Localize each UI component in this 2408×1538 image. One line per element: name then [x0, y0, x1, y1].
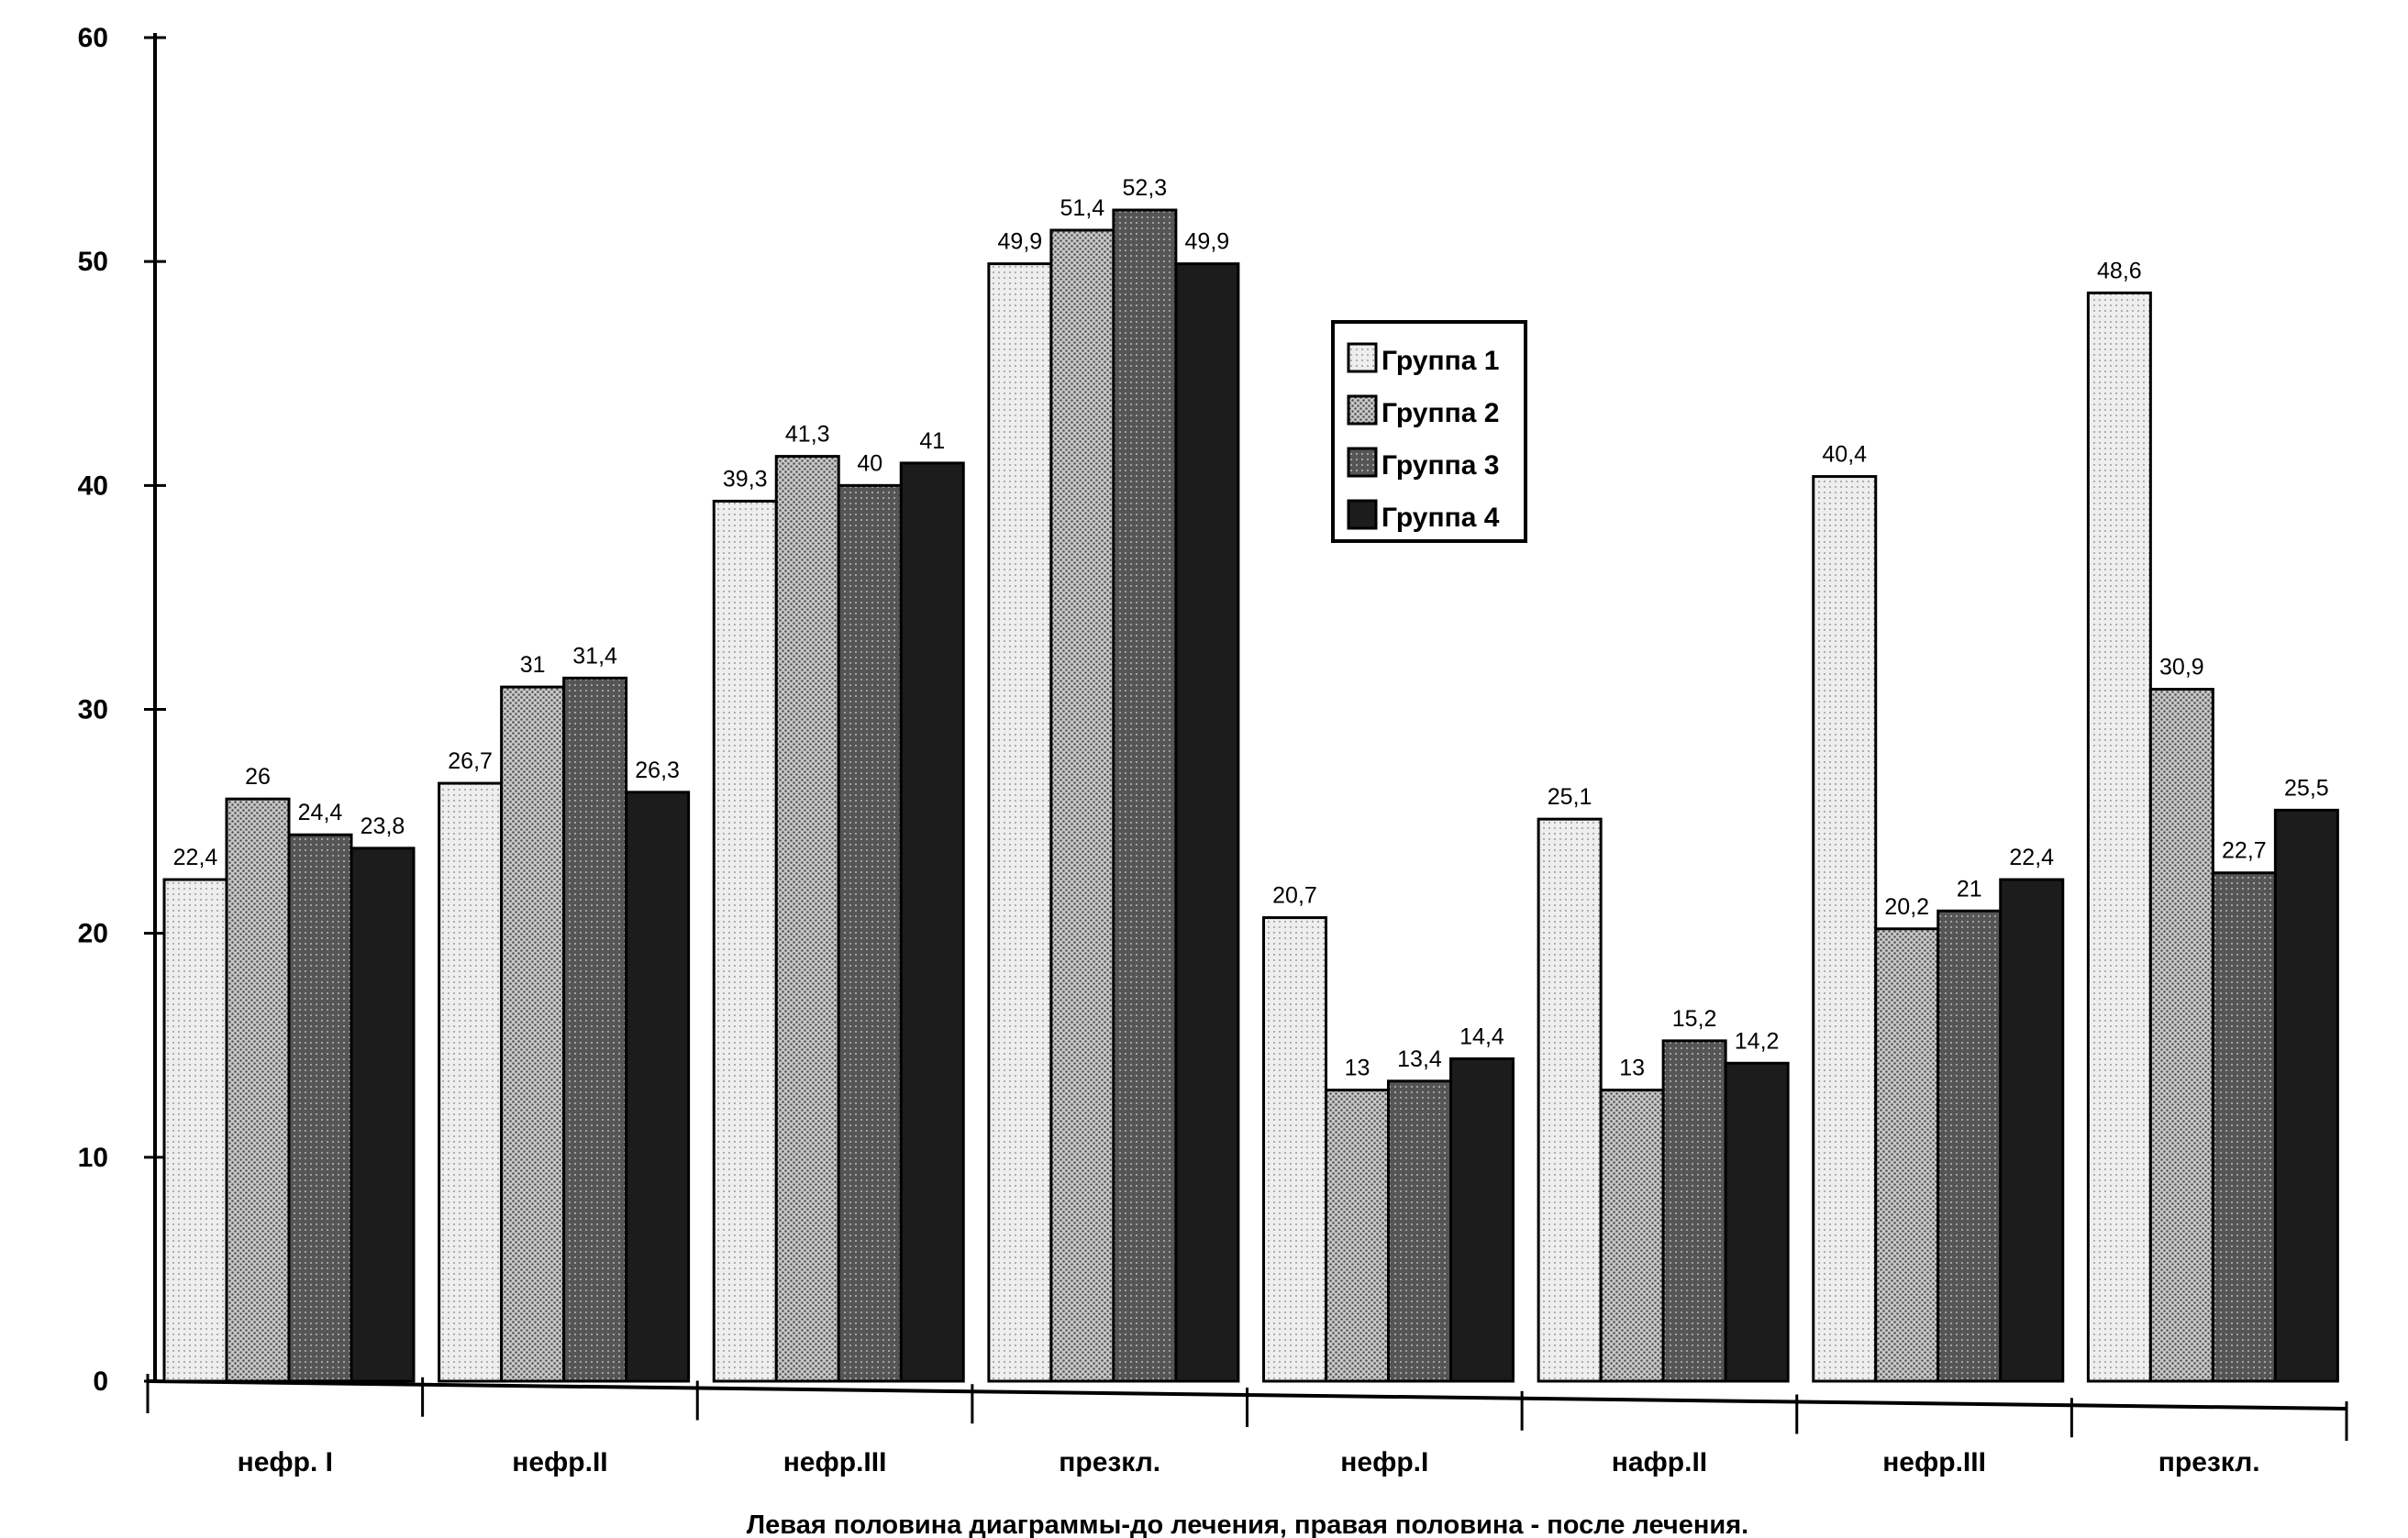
data-label: 23,8 — [361, 813, 405, 839]
bar-2 — [500, 685, 566, 1383]
x-category-label: нафр.II — [1612, 1447, 1707, 1477]
data-label: 26 — [245, 764, 271, 790]
bar-3 — [2211, 871, 2277, 1383]
data-label: 31 — [520, 652, 546, 678]
legend-label: Группа 1 — [1382, 346, 1499, 376]
data-label: 41 — [919, 428, 945, 454]
bar-2 — [2148, 688, 2214, 1383]
data-label: 25,5 — [2284, 775, 2329, 801]
data-label: 22,7 — [2222, 838, 2267, 864]
labels: 0 10 20 30 40 50 60 нефр. I 22,4 26 24,4 23,8 нефр.I… — [78, 23, 2329, 1477]
bar-3 — [1936, 909, 2003, 1383]
bar-4 — [2273, 808, 2339, 1383]
bar-2 — [1325, 1089, 1390, 1383]
bar-2 — [225, 797, 291, 1383]
axes — [144, 33, 2348, 1441]
data-label: 21 — [1957, 876, 1982, 902]
y-tick-label: 60 — [78, 23, 108, 53]
legend-swatch-3 — [1347, 447, 1378, 478]
x-category-label: нефр.III — [1882, 1447, 1986, 1477]
bar-3 — [562, 676, 628, 1383]
data-label: 51,4 — [1060, 195, 1105, 221]
y-tick-label: 40 — [78, 470, 108, 501]
legend-swatch-1 — [1347, 342, 1378, 373]
legend-label: Группа 4 — [1382, 503, 1500, 533]
y-tick-label: 20 — [78, 919, 108, 949]
data-label: 41,3 — [785, 422, 830, 448]
data-label: 49,9 — [998, 229, 1043, 255]
y-tick-label: 0 — [93, 1366, 108, 1397]
data-label: 30,9 — [2159, 655, 2204, 680]
bar-2 — [774, 455, 840, 1383]
bar-2 — [1874, 927, 1940, 1383]
data-label: 25,1 — [1548, 784, 1592, 810]
data-label: 39,3 — [723, 466, 768, 492]
y-tick-label: 10 — [78, 1143, 108, 1173]
x-axis-caption: Левая половина диаграммы-до лечения, пра… — [747, 1510, 1748, 1538]
bar-4 — [1174, 262, 1240, 1383]
bar-1 — [162, 878, 228, 1383]
bars — [162, 208, 2339, 1383]
data-label: 52,3 — [1123, 175, 1168, 201]
legend-label: Группа 2 — [1382, 398, 1499, 428]
legend-label: Группа 3 — [1382, 450, 1499, 481]
data-label: 26,7 — [448, 748, 493, 774]
x-category-label: нефр. I — [238, 1447, 333, 1477]
bar-4 — [1724, 1061, 1790, 1383]
bar-4 — [1999, 878, 2065, 1383]
data-label: 22,4 — [2009, 845, 2054, 870]
data-label: 24,4 — [298, 800, 343, 825]
data-label: 13,4 — [1397, 1046, 1442, 1072]
data-label: 31,4 — [572, 643, 617, 669]
data-label: 20,2 — [1884, 894, 1929, 920]
legend: Группа 1 Группа 2 Группа 3 Группа 4 — [1331, 320, 1527, 543]
data-label: 49,9 — [1185, 229, 1230, 255]
legend-swatch-4 — [1347, 499, 1378, 530]
data-label: 13 — [1619, 1056, 1645, 1081]
bar-1 — [1262, 916, 1327, 1383]
bar-3 — [837, 483, 903, 1383]
data-label: 26,3 — [635, 758, 680, 783]
y-tick-label: 30 — [78, 695, 108, 725]
data-label: 22,4 — [173, 845, 218, 870]
data-label: 40,4 — [1822, 442, 1867, 468]
legend-swatch-2 — [1347, 394, 1378, 426]
bar-4 — [350, 846, 416, 1383]
y-tick-label: 50 — [78, 247, 108, 277]
data-label: 13 — [1345, 1056, 1370, 1081]
bar-4 — [899, 461, 965, 1383]
data-label: 14,4 — [1459, 1023, 1504, 1049]
bar-3 — [1112, 208, 1178, 1383]
bar-3 — [287, 833, 353, 1383]
bar-3 — [1661, 1039, 1727, 1383]
bar-2 — [1599, 1089, 1665, 1383]
data-label: 40 — [857, 450, 882, 476]
bar-1 — [2086, 291, 2152, 1383]
bar-2 — [1049, 228, 1115, 1383]
x-category-label: нефр.II — [512, 1447, 607, 1477]
data-label: 20,7 — [1272, 883, 1317, 909]
data-label: 15,2 — [1672, 1006, 1717, 1032]
bar-1 — [438, 781, 504, 1383]
x-category-label: презкл. — [1059, 1447, 1160, 1477]
bar-1 — [712, 499, 778, 1383]
x-category-label: нефр.I — [1340, 1447, 1428, 1477]
x-category-label: нефр.III — [783, 1447, 887, 1477]
data-label: 48,6 — [2097, 258, 2142, 283]
x-category-label: презкл. — [2158, 1447, 2260, 1477]
bar-4 — [1449, 1057, 1515, 1383]
bar-1 — [1812, 475, 1878, 1383]
bar-1 — [987, 262, 1053, 1383]
data-label: 14,2 — [1735, 1028, 1780, 1054]
bar-4 — [625, 791, 691, 1383]
bar-1 — [1537, 817, 1603, 1383]
bar-3 — [1387, 1079, 1452, 1383]
